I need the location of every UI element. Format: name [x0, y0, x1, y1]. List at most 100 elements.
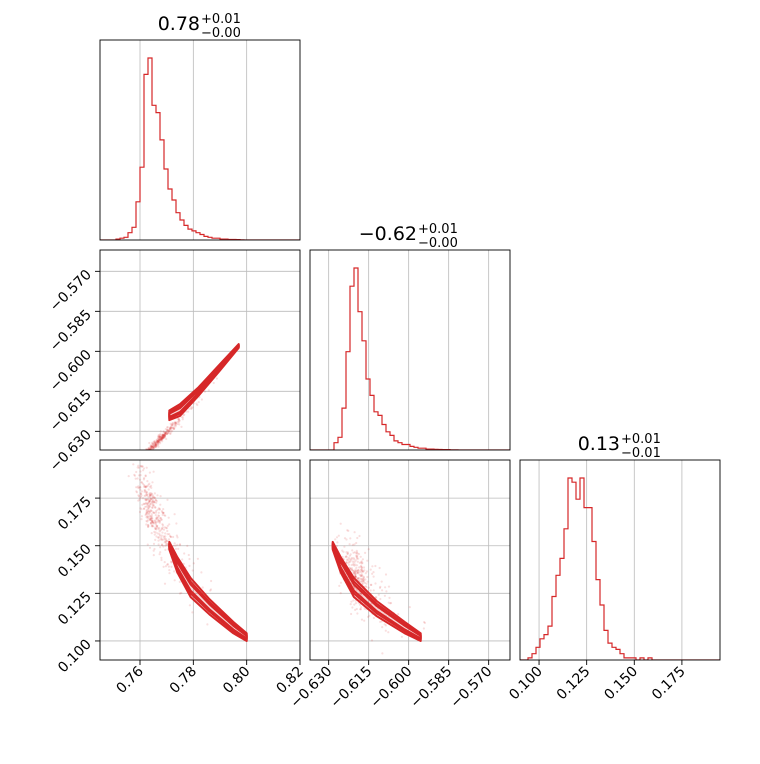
scatter-point-1-0-23 — [153, 440, 156, 443]
panel-frame-2-1 — [309, 459, 511, 661]
scatter-point-2-0-132 — [145, 502, 148, 505]
scatter-point-1-0-112 — [152, 442, 155, 445]
scatter-point-2-0-265 — [187, 553, 190, 557]
x-tick-label-0-2: 0.80 — [220, 664, 253, 697]
scatter-point-1-0-364 — [142, 457, 144, 459]
scatter-point-2-0-161 — [151, 481, 154, 484]
scatter-point-2-1-185 — [359, 608, 362, 611]
scatter-point-2-0-338 — [154, 521, 157, 525]
scatter-point-2-0-273 — [188, 604, 191, 607]
scatter-point-2-0-281 — [140, 492, 143, 495]
scatter-point-1-0-151 — [149, 451, 151, 453]
scatter-point-2-0-382 — [146, 520, 149, 523]
scatter-point-1-0-111 — [146, 452, 148, 454]
scatter-point-2-0-17 — [144, 486, 147, 489]
scatter-point-2-0-301 — [159, 546, 162, 549]
scatter-point-1-0-403 — [156, 440, 159, 443]
scatter-point-2-1-151 — [377, 593, 380, 596]
panel-content-2-1 — [331, 522, 426, 655]
scatter-point-2-0-61 — [151, 502, 154, 505]
scatter-point-1-0-304 — [169, 422, 172, 425]
scatter-point-2-0-316 — [156, 494, 159, 497]
scatter-point-1-0-337 — [164, 436, 167, 439]
x-tick-label-1-4: −0.570 — [448, 664, 496, 712]
scatter-point-2-0-200 — [161, 511, 164, 514]
scatter-point-2-1-194 — [349, 560, 352, 563]
scatter-point-1-0-380 — [165, 433, 168, 436]
scatter-point-2-0-1 — [140, 490, 143, 493]
scatter-point-2-0-115 — [166, 533, 169, 536]
scatter-point-2-0-79 — [133, 473, 136, 476]
scatter-point-2-0-206 — [147, 483, 150, 486]
scatter-point-2-0-223 — [157, 536, 160, 539]
panel-2-1: −0.630−0.615−0.600−0.585−0.570 — [288, 459, 511, 712]
scatter-point-2-0-261 — [139, 497, 142, 500]
scatter-point-2-0-347 — [147, 508, 150, 511]
scatter-point-2-0-240 — [158, 534, 162, 537]
scatter-point-1-0-178 — [144, 454, 146, 456]
scatter-point-1-0-106 — [143, 451, 145, 453]
scatter-point-1-0-368 — [146, 451, 148, 453]
scatter-point-2-1-134 — [387, 585, 391, 588]
scatter-point-2-0-226 — [164, 538, 168, 541]
scatter-point-2-0-158 — [153, 496, 156, 499]
scatter-point-2-0-28 — [158, 530, 161, 533]
scatter-point-1-0-147 — [144, 457, 146, 459]
scatter-point-2-0-306 — [150, 513, 153, 516]
scatter-point-1-0-320 — [144, 457, 146, 459]
scatter-point-2-0-146 — [140, 481, 144, 484]
scatter-point-2-1-412 — [343, 545, 346, 548]
scatter-point-1-0-137 — [140, 457, 142, 459]
scatter-point-2-0-20 — [149, 497, 152, 500]
scatter-point-2-0-334 — [149, 517, 152, 520]
scatter-point-2-0-118 — [157, 543, 160, 546]
scatter-point-1-0-322 — [151, 452, 153, 454]
scatter-point-2-1-74 — [397, 613, 400, 616]
scatter-point-2-0-85 — [147, 525, 150, 528]
scatter-point-2-0-332 — [145, 499, 148, 502]
scatter-point-1-0-210 — [169, 432, 172, 435]
scatter-point-2-0-15 — [170, 561, 173, 564]
scatter-point-1-0-68 — [162, 433, 165, 436]
scatter-point-1-0-417 — [163, 435, 166, 438]
title-p1: 0.78 +0.01 −0.00 — [158, 12, 241, 41]
scatter-point-2-1-326 — [337, 534, 340, 537]
scatter-point-2-0-58 — [148, 485, 152, 488]
scatter-point-2-1-102 — [349, 567, 352, 570]
scatter-point-1-0-47 — [159, 442, 162, 445]
scatter-point-2-0-378 — [149, 509, 152, 512]
title-p2-plus: +0.01 — [418, 222, 458, 237]
scatter-point-1-0-46 — [156, 441, 160, 444]
scatter-point-2-1-222 — [355, 554, 358, 557]
scatter-point-2-1-106 — [359, 569, 362, 572]
scatter-point-1-0-366 — [166, 426, 169, 429]
scatter-point-2-0-46 — [155, 517, 159, 521]
scatter-point-2-0-83 — [158, 521, 161, 524]
scatter-point-2-0-114 — [157, 507, 160, 510]
scatter-point-1-0-2 — [161, 437, 164, 440]
scatter-point-2-0-263 — [147, 516, 150, 519]
scatter-point-2-0-345 — [144, 489, 147, 492]
scatter-point-1-0-326 — [176, 422, 179, 425]
scatter-point-2-0-52 — [143, 477, 146, 480]
scatter-point-1-0-285 — [145, 454, 147, 456]
scatter-point-2-0-279 — [155, 517, 158, 520]
scatter-point-2-1-262 — [361, 574, 364, 578]
scatter-point-2-0-84 — [155, 499, 158, 503]
scatter-point-2-1-275 — [360, 568, 363, 572]
scatter-point-2-0-280 — [164, 514, 167, 517]
scatter-point-2-0-44 — [149, 493, 152, 497]
scatter-point-2-0-264 — [164, 544, 167, 547]
scatter-point-2-0-317 — [139, 507, 142, 510]
scatter-point-2-0-207 — [147, 506, 150, 509]
scatter-point-1-0-297 — [161, 435, 164, 438]
scatter-point-2-0-159 — [161, 513, 164, 517]
scatter-point-1-0-225 — [160, 435, 163, 438]
scatter-point-2-1-138 — [355, 557, 359, 560]
scatter-point-2-0-229 — [163, 561, 166, 564]
scatter-point-2-1-189 — [348, 554, 351, 557]
scatter-point-2-0-217 — [173, 570, 176, 573]
scatter-point-1-0-67 — [157, 441, 160, 444]
scatter-point-2-0-156 — [157, 526, 161, 530]
scatter-point-2-0-402 — [200, 571, 203, 574]
